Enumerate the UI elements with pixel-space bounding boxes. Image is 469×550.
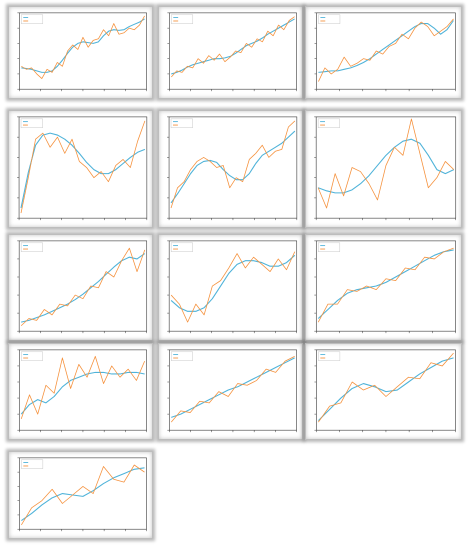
chart-panel-7 <box>8 234 153 341</box>
legend-box <box>21 459 44 469</box>
chart-panel-3 <box>305 6 462 99</box>
chart-panel-6 <box>305 110 462 228</box>
legend <box>20 242 43 252</box>
chart-panel-8 <box>158 234 303 341</box>
series-line-data <box>20 247 146 327</box>
series-line-data <box>170 120 296 209</box>
series-line-model <box>21 253 146 323</box>
chart-svg <box>167 116 298 221</box>
chart-panel-2 <box>158 6 303 99</box>
legend <box>171 351 193 361</box>
legend <box>318 242 341 252</box>
series-line-model <box>171 357 295 418</box>
plot-frame <box>168 240 298 332</box>
legend <box>171 14 194 24</box>
series-line-data <box>21 464 145 526</box>
legend-box <box>317 118 340 128</box>
chart-svg <box>167 349 297 433</box>
series-line-data <box>21 15 145 79</box>
series-line-model <box>318 20 454 73</box>
chart-panel-4 <box>8 110 153 228</box>
chart-panel-11 <box>158 343 303 440</box>
legend-box <box>20 118 43 128</box>
series-line-model <box>21 18 145 73</box>
chart-svg <box>17 240 148 334</box>
series-line-data <box>170 355 295 423</box>
legend-box <box>21 351 43 361</box>
chart-panel-5 <box>158 110 303 228</box>
legend-box <box>318 14 341 24</box>
chart-svg <box>17 12 147 92</box>
chart-svg <box>314 240 456 334</box>
legend-box <box>170 118 193 128</box>
series-line-model <box>317 249 454 319</box>
plot-frame <box>316 12 456 90</box>
legend <box>20 118 43 128</box>
series-line-model <box>171 18 295 75</box>
chart-svg <box>17 349 147 433</box>
series-line-model <box>20 132 146 209</box>
legend <box>21 459 44 469</box>
legend-box <box>170 242 193 252</box>
series-line-data <box>20 120 146 214</box>
plot-frame <box>19 12 147 90</box>
chart-svg <box>17 116 148 221</box>
legend-box <box>318 242 341 252</box>
legend <box>318 14 341 24</box>
plot-frame <box>169 12 297 90</box>
legend <box>21 14 44 24</box>
legend-box <box>171 351 193 361</box>
series-line-data <box>317 118 455 209</box>
series-line-model <box>170 254 296 312</box>
plot-frame <box>316 349 456 431</box>
legend-box <box>21 14 44 24</box>
legend <box>170 118 193 128</box>
chart-panel-1 <box>8 6 153 99</box>
plot-frame <box>18 240 148 332</box>
plot-frame <box>315 240 456 332</box>
legend-box <box>318 351 341 361</box>
chart-svg <box>17 457 147 532</box>
chart-svg <box>167 240 298 334</box>
plot-frame <box>168 116 298 219</box>
series-line-model <box>317 357 454 421</box>
chart-svg <box>314 349 456 433</box>
plot-frame <box>315 116 457 219</box>
series-line-data <box>171 16 295 78</box>
chart-svg <box>167 12 297 92</box>
chart-svg <box>314 12 456 92</box>
chart-panel-10 <box>8 343 153 440</box>
series-line-model <box>21 467 145 522</box>
chart-svg <box>314 116 457 221</box>
series-line-model <box>170 130 296 204</box>
legend <box>170 242 193 252</box>
series-line-data <box>20 355 146 420</box>
chart-panel-12 <box>305 343 462 440</box>
plot-frame <box>18 116 148 219</box>
series-line-data <box>318 18 454 82</box>
series-line-model <box>317 138 455 194</box>
series-line-data <box>317 247 454 323</box>
legend <box>318 351 341 361</box>
legend <box>21 351 43 361</box>
plot-frame <box>19 457 147 530</box>
legend-box <box>171 14 194 24</box>
chart-panel-9 <box>305 234 462 341</box>
chart-panel-13 <box>8 451 153 539</box>
plot-frame <box>18 349 147 431</box>
series-line-data <box>170 251 296 323</box>
legend-box <box>20 242 43 252</box>
series-line-data <box>318 352 454 423</box>
legend <box>317 118 340 128</box>
